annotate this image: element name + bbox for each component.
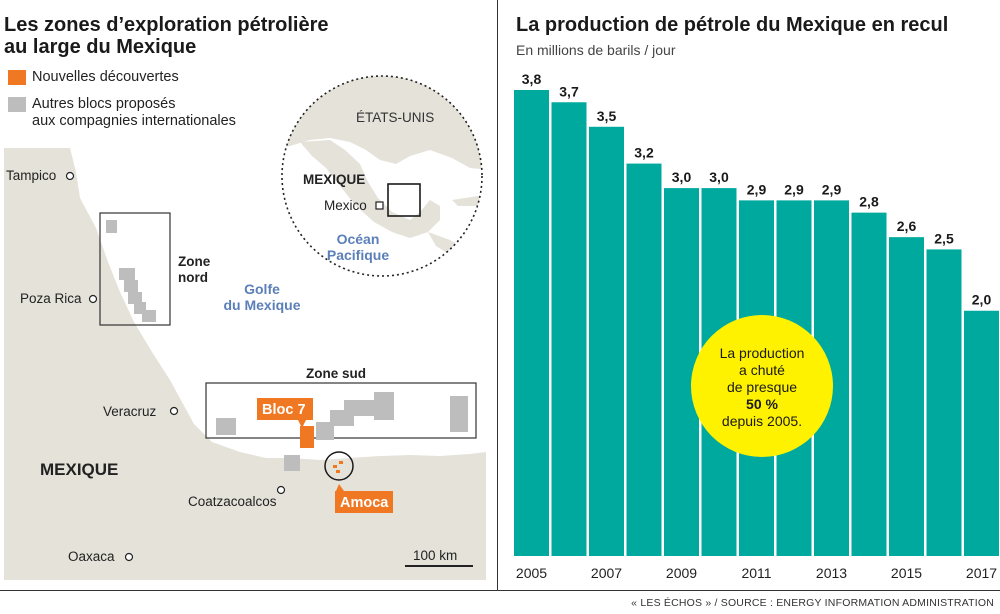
tick-label-2005: 2005 bbox=[516, 565, 547, 581]
value-label-2017: 2,0 bbox=[972, 292, 992, 308]
inset-usa-label: ÉTATS-UNIS bbox=[356, 110, 434, 125]
bar-2014 bbox=[851, 212, 887, 556]
chart-subtitle: En millions de barils / jour bbox=[516, 42, 676, 58]
map-title: Les zones d’exploration pétrolière au la… bbox=[4, 14, 484, 58]
inset-zone-square bbox=[387, 183, 421, 217]
annotation-line-1: La production bbox=[720, 345, 805, 361]
value-label-2011: 2,9 bbox=[747, 181, 767, 197]
amoca-circle bbox=[324, 451, 354, 481]
zone-sud-label: Zone sud bbox=[306, 366, 366, 381]
value-label-2009: 3,0 bbox=[672, 169, 692, 185]
city-veracruz: Veracruz bbox=[103, 404, 157, 419]
map-legend: Nouvelles découvertes Autres blocs propo… bbox=[8, 69, 236, 130]
city-coatzacoalcos-dot bbox=[276, 485, 286, 495]
inset-cuba bbox=[452, 196, 482, 206]
inset-mexico-land bbox=[300, 140, 440, 238]
annotation-circle bbox=[691, 315, 833, 457]
amoca-label-pointer bbox=[336, 484, 344, 491]
gulf-label-line1: Golfe bbox=[244, 281, 280, 297]
bar-chart: 3,83,73,53,23,0 3,02,9 2,9 2,92,82,62,52,0 … bbox=[514, 71, 999, 581]
tick-label-2017: 2017 bbox=[966, 565, 997, 581]
bar-2017 bbox=[964, 310, 999, 556]
inset-ocean-label-line2: Pacifique bbox=[327, 247, 389, 263]
inset-ocean-label-line1: Océan bbox=[337, 231, 380, 247]
value-label-2012: 2,9 bbox=[784, 181, 804, 197]
zone-sud-box bbox=[205, 382, 477, 439]
value-label-2006: 3,7 bbox=[559, 83, 579, 99]
annotation-line-4: 50 % bbox=[746, 396, 778, 412]
legend-swatch-discoveries bbox=[8, 70, 26, 85]
value-label-2007: 3,5 bbox=[597, 108, 617, 124]
inset-globe-outline bbox=[281, 75, 483, 277]
city-tampico: Tampico bbox=[6, 168, 56, 183]
footer-rule bbox=[0, 590, 1000, 591]
bloc-7-label-box bbox=[257, 398, 313, 420]
annotation-line-5: depuis 2005. bbox=[722, 413, 802, 429]
inset-mexico-label: MEXIQUE bbox=[303, 172, 365, 187]
annotation-line-3: de presque bbox=[727, 379, 797, 395]
legend-label-other-blocks-line1: Autres blocs proposés bbox=[32, 96, 176, 112]
city-poza-rica: Poza Rica bbox=[20, 291, 82, 306]
value-label-2010: 3,0 bbox=[709, 169, 729, 185]
value-label-2005: 3,8 bbox=[522, 71, 542, 87]
gulf-label-line2: du Mexique bbox=[223, 297, 300, 313]
zone-nord-label-line2: nord bbox=[178, 270, 208, 285]
legend-swatch-other-blocks bbox=[8, 97, 26, 112]
inset-globe bbox=[282, 76, 482, 276]
tick-labels: 2005 2007 2009 2011 2013 2015 2017 bbox=[516, 565, 997, 581]
annotation: La production a chuté de presque 50 % de… bbox=[691, 315, 833, 457]
tick-label-2011: 2011 bbox=[741, 565, 771, 581]
inset-usa-land bbox=[282, 76, 482, 170]
tick-label-2007: 2007 bbox=[591, 565, 622, 581]
value-label-2015: 2,6 bbox=[897, 218, 917, 234]
north-blocks bbox=[106, 220, 156, 322]
legend-label-other-blocks-line2: aux compagnies internationales bbox=[32, 113, 236, 129]
value-label-2013: 2,9 bbox=[822, 181, 842, 197]
bar-2015 bbox=[889, 237, 924, 556]
city-oaxaca-dot bbox=[124, 552, 134, 562]
country-label: MEXIQUE bbox=[40, 460, 118, 479]
city-poza-rica-dot bbox=[88, 294, 98, 304]
panel-divider bbox=[497, 0, 498, 590]
city-veracruz-dot bbox=[169, 406, 179, 416]
amoca-label-box bbox=[335, 491, 393, 513]
map-title-line2: au large du Mexique bbox=[4, 36, 197, 58]
amoca-label: Amoca bbox=[340, 495, 389, 511]
south-blocks bbox=[216, 392, 468, 471]
inset-capital-marker bbox=[375, 201, 384, 210]
cities: Tampico Poza Rica Veracruz Coatzacoalcos… bbox=[6, 168, 286, 564]
value-labels: 3,8 3,7 3,5 3,2 3,0 3,0 2,9 2,9 2,9 2,8 2,6 2,5 2,0 bbox=[522, 71, 992, 308]
bloc-7-label: Bloc 7 bbox=[262, 402, 306, 418]
tick-label-2013: 2013 bbox=[816, 565, 847, 581]
legend-label-discoveries: Nouvelles découvertes bbox=[32, 69, 179, 85]
value-label-2016: 2,5 bbox=[934, 230, 954, 246]
map: Bloc 7 Amoca Tampico Poza Rica Veracruz … bbox=[4, 75, 486, 580]
mexico-land bbox=[4, 148, 486, 580]
tick-label-2015: 2015 bbox=[891, 565, 922, 581]
bar-2005 bbox=[514, 90, 549, 556]
value-label-2008: 3,2 bbox=[634, 145, 654, 161]
source-line: « LES ÉCHOS » / SOURCE : ENERGY INFORMAT… bbox=[631, 597, 994, 609]
scale-label: 100 km bbox=[413, 548, 457, 563]
bar-2006 bbox=[551, 102, 587, 556]
city-tampico-dot bbox=[65, 171, 75, 181]
bloc-7-block bbox=[300, 426, 314, 448]
tick-label-2009: 2009 bbox=[666, 565, 697, 581]
annotation-line-2: a chuté bbox=[739, 362, 785, 378]
inset-capital-label: Mexico bbox=[324, 198, 367, 213]
zone-nord-label-line1: Zone bbox=[178, 254, 211, 269]
chart-title: La production de pétrole du Mexique en r… bbox=[516, 14, 949, 36]
bar-2016 bbox=[926, 249, 962, 556]
bloc-7-label-pointer bbox=[298, 420, 306, 428]
amoca-dots bbox=[333, 461, 343, 473]
legend-item-other-blocks: Autres blocs proposés aux compagnies int… bbox=[8, 96, 236, 130]
value-label-2014: 2,8 bbox=[859, 194, 879, 210]
zone-nord-box bbox=[99, 212, 171, 326]
bar-2008 bbox=[626, 163, 662, 556]
city-coatzacoalcos: Coatzacoalcos bbox=[188, 494, 277, 509]
city-oaxaca: Oaxaca bbox=[68, 549, 115, 564]
bar-2007 bbox=[589, 126, 624, 556]
legend-item-discoveries: Nouvelles découvertes bbox=[8, 69, 236, 86]
map-title-line1: Les zones d’exploration pétrolière bbox=[4, 14, 329, 36]
